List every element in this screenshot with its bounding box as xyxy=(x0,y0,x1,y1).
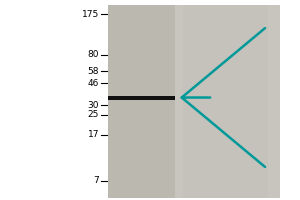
Text: 175: 175 xyxy=(82,10,99,19)
Bar xyxy=(108,5,175,198)
Bar xyxy=(108,96,175,100)
Text: 1: 1 xyxy=(138,0,145,1)
Text: 30: 30 xyxy=(88,101,99,110)
Text: 80: 80 xyxy=(88,50,99,59)
Text: 7: 7 xyxy=(93,176,99,185)
Text: 58: 58 xyxy=(88,67,99,76)
Text: 46: 46 xyxy=(88,79,99,88)
Bar xyxy=(183,5,268,198)
Bar xyxy=(108,5,280,198)
Text: 25: 25 xyxy=(88,110,99,119)
Text: 2: 2 xyxy=(222,0,229,1)
Text: 17: 17 xyxy=(88,130,99,139)
